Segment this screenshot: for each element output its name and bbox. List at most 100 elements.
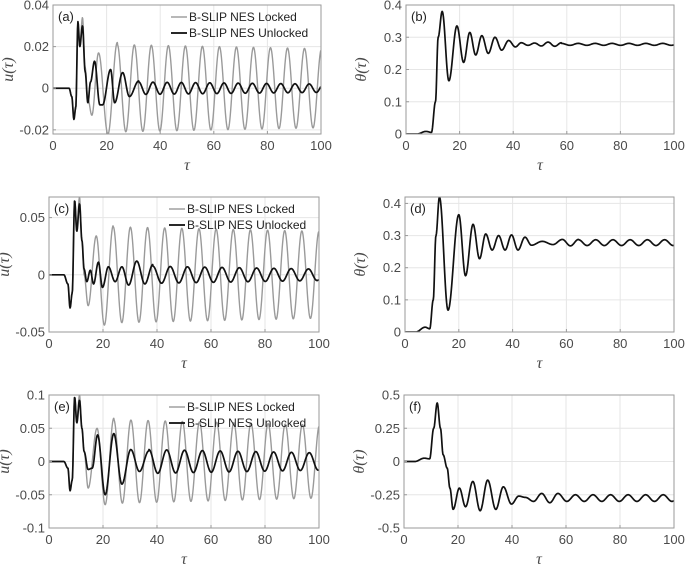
x-tick-label: 60 [559, 336, 573, 351]
y-tick-label: -0.02 [19, 122, 49, 137]
x-tick-label: 40 [150, 532, 164, 547]
locked-series-line [49, 197, 319, 326]
y-tick-label: -0.1 [23, 521, 45, 536]
x-tick-label: 80 [258, 532, 272, 547]
legend: B-SLIP NES Locked B-SLIP NES Unlocked [171, 10, 308, 40]
x-tick-label: 80 [613, 138, 627, 153]
y-tick-label: -0.05 [15, 325, 45, 340]
legend: B-SLIP NES Locked B-SLIP NES Unlocked [169, 400, 306, 430]
x-tick-label: 60 [204, 336, 218, 351]
x-tick-label: 80 [260, 138, 274, 153]
y-tick-label: 0.3 [384, 30, 402, 45]
panel-label: (f) [409, 399, 421, 414]
y-tick-label: 0.05 [20, 421, 45, 436]
y-axis-label: u(τ) [0, 252, 13, 276]
x-tick-label: 40 [506, 138, 520, 153]
x-tick-label: 100 [308, 336, 330, 351]
x-tick-label: 40 [505, 532, 519, 547]
x-tick-label: 100 [308, 532, 330, 547]
y-tick-label: 0 [38, 454, 45, 469]
grid-lines [404, 197, 675, 333]
grid-lines [405, 4, 675, 135]
y-tick-label: 0.5 [382, 388, 400, 403]
legend-entry-locked: B-SLIP NES Locked [187, 202, 295, 216]
unlocked-series-line [49, 200, 319, 309]
x-tick-label: 0 [401, 336, 408, 351]
legend-entry-unlocked: B-SLIP NES Unlocked [189, 26, 308, 40]
x-tick-label: 40 [150, 336, 164, 351]
axes-frame [48, 196, 320, 333]
y-tick-label: 0.2 [383, 260, 401, 275]
x-tick-label: 0 [402, 138, 409, 153]
locked-series-line [49, 395, 319, 506]
y-tick-label: 0.05 [20, 210, 45, 225]
y-tick-label: 0.3 [383, 228, 401, 243]
legend-entry-unlocked: B-SLIP NES Unlocked [187, 218, 306, 232]
locked-series-line [53, 16, 321, 134]
y-tick-label: 0.1 [384, 94, 402, 109]
x-tick-label: 20 [99, 138, 113, 153]
x-tick-label: 0 [400, 532, 407, 547]
x-tick-label: 100 [310, 138, 332, 153]
x-axis-label: τ [536, 551, 543, 565]
x-tick-label: 20 [96, 336, 110, 351]
panel-label: (c) [54, 201, 69, 216]
legend-entry-unlocked: B-SLIP NES Unlocked [187, 416, 306, 430]
y-tick-label: 0.02 [24, 39, 49, 54]
y-axis-label: θ(τ) [352, 252, 369, 276]
y-tick-label: 0 [42, 81, 49, 96]
y-tick-label: 0.1 [383, 292, 401, 307]
axes-frame [52, 4, 322, 135]
x-axis-label: τ [181, 355, 188, 372]
panel-e: 0 20 40 60 80 100 -0.1 -0.05 0 0.05 0.1 τ u(τ) (e) B-S… [0, 388, 330, 565]
y-tick-label: -0.25 [370, 487, 400, 502]
y-axis-label: u(τ) [0, 57, 17, 81]
unlocked-series-line [49, 396, 319, 496]
y-tick-label: 0.2 [384, 62, 402, 77]
x-axis-label: τ [537, 157, 544, 174]
y-tick-label: 0.1 [27, 388, 45, 403]
x-tick-label: 40 [153, 138, 167, 153]
x-tick-label: 80 [613, 532, 627, 547]
x-tick-label: 0 [45, 532, 52, 547]
x-axis-label: τ [181, 551, 188, 565]
x-tick-label: 40 [505, 336, 519, 351]
x-tick-label: 80 [258, 336, 272, 351]
x-tick-label: 0 [49, 138, 56, 153]
x-tick-label: 80 [613, 336, 627, 351]
unlocked-series-line [53, 20, 321, 121]
unlocked-series-line [406, 10, 674, 134]
legend-entry-locked: B-SLIP NES Locked [187, 400, 295, 414]
unlocked-series-line [405, 197, 674, 332]
x-axis-label: τ [537, 355, 544, 372]
x-tick-label: 60 [207, 138, 221, 153]
x-tick-label: 20 [452, 138, 466, 153]
panel-label: (d) [410, 201, 426, 216]
panel-label: (e) [54, 399, 70, 414]
y-tick-label: 0 [393, 454, 400, 469]
x-tick-label: 100 [663, 532, 685, 547]
y-tick-label: -0.5 [378, 521, 400, 536]
x-tick-label: 100 [663, 336, 685, 351]
x-tick-label: 100 [663, 138, 685, 153]
x-tick-label: 60 [560, 138, 574, 153]
y-tick-label: 0.4 [384, 0, 402, 13]
y-axis-label: u(τ) [0, 449, 13, 473]
legend-entry-locked: B-SLIP NES Locked [189, 10, 297, 24]
panel-f: 0 20 40 60 80 100 -0.5 -0.25 0 0.25 0.5 τ θ(τ) (f) [351, 388, 685, 565]
x-tick-label: 0 [45, 336, 52, 351]
panel-label: (a) [58, 9, 74, 24]
y-tick-label: 0.4 [383, 196, 401, 211]
y-tick-label: 0.04 [24, 0, 49, 13]
axes-frame [404, 196, 675, 333]
panel-label: (b) [411, 9, 427, 24]
x-tick-label: 20 [96, 532, 110, 547]
y-axis-label: θ(τ) [351, 449, 368, 473]
legend: B-SLIP NES Locked B-SLIP NES Unlocked [169, 202, 306, 232]
x-tick-label: 20 [451, 532, 465, 547]
x-tick-label: 60 [559, 532, 573, 547]
y-tick-label: 0 [395, 127, 402, 142]
